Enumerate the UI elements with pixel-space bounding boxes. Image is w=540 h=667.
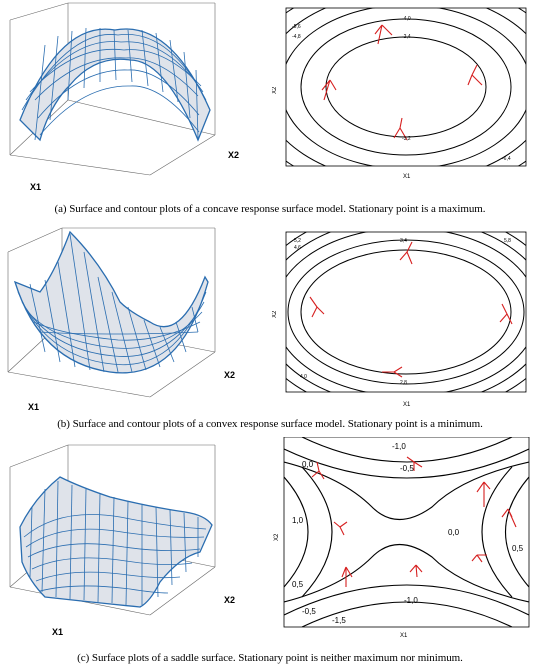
surface-x1-label: X1 (30, 182, 41, 192)
contour-level-label: -6,4 (502, 156, 511, 162)
contour-level-label: 2,8 (400, 380, 407, 386)
contour-level-label: 5,8 (504, 238, 511, 244)
caption-a: (a) Surface and contour plots of a conca… (54, 203, 486, 215)
contour-x-label: X1 (400, 633, 408, 639)
caption-c: (c) Surface plots of a saddle surface. S… (77, 652, 463, 664)
figure-panel-c: X1 X2 (0, 437, 540, 667)
contour-level-label: -5,6 (292, 24, 301, 30)
surface-x1-label: X1 (52, 627, 63, 637)
contour-level-label: -1,0 (392, 442, 406, 451)
contour-y-label: X2 (272, 310, 278, 318)
contour-plot-convex: 2,8 3,4 4,0 4,6 5,2 5,8 X1 X2 (272, 231, 527, 408)
contour-level-label: -0,5 (302, 607, 316, 616)
surface-plot-concave: X1 X2 (9, 2, 239, 192)
contour-plot-saddle: -1,0 -0,5 0,0 0,0 1,0 0,5 0,5 -1,0 -0,5 … (274, 437, 530, 639)
contour-level-label: -4,0 (402, 16, 411, 22)
caption-b: (b) Surface and contour plots of a conve… (57, 418, 483, 430)
contour-level-label: 0,0 (448, 528, 460, 537)
contour-level-label: 5,2 (294, 238, 301, 244)
contour-level-label: 4,6 (294, 245, 301, 251)
contour-level-label: -0,5 (400, 464, 414, 473)
surface-x2-label: X2 (224, 595, 235, 605)
contour-x-label: X1 (403, 174, 411, 180)
surface-x2-label: X2 (228, 150, 239, 160)
contour-level-label: 1,0 (292, 516, 304, 525)
contour-level-label: 0,5 (512, 544, 524, 553)
contour-level-label: -3,2 (402, 136, 411, 142)
surface-x1-label: X1 (28, 402, 39, 412)
surface-plot-saddle: X1 X2 (9, 444, 235, 637)
surface-x2-label: X2 (224, 370, 235, 380)
contour-level-label: -4,8 (292, 34, 301, 40)
contour-y-label: X2 (274, 533, 280, 541)
contour-y-label: X2 (272, 86, 278, 94)
surface-plot-convex: X1 X2 (7, 227, 235, 412)
contour-level-label: 0,5 (292, 580, 304, 589)
contour-plot-concave: -2,4 -3,2 -4,0 -4,8 -5,6 -6,4 X1 X2 (272, 7, 527, 180)
contour-x-label: X1 (403, 402, 411, 408)
contour-level-label: -2,4 (402, 34, 411, 40)
figure-panel-a: X1 X2 -2,4 -3,2 -4,0 -4,8 -5,6 -6,4 X1 X… (0, 0, 540, 218)
contour-level-label: 0,0 (302, 460, 314, 469)
contour-level-label: -1,5 (332, 616, 346, 625)
contour-level-label: 4,0 (300, 374, 307, 380)
contour-level-label: -1,0 (404, 596, 418, 605)
contour-level-label: 3,4 (400, 238, 407, 244)
figure-panel-b: X1 X2 2,8 3,4 4,0 4,6 5,2 5,8 X1 X2 (b) … (0, 222, 540, 437)
